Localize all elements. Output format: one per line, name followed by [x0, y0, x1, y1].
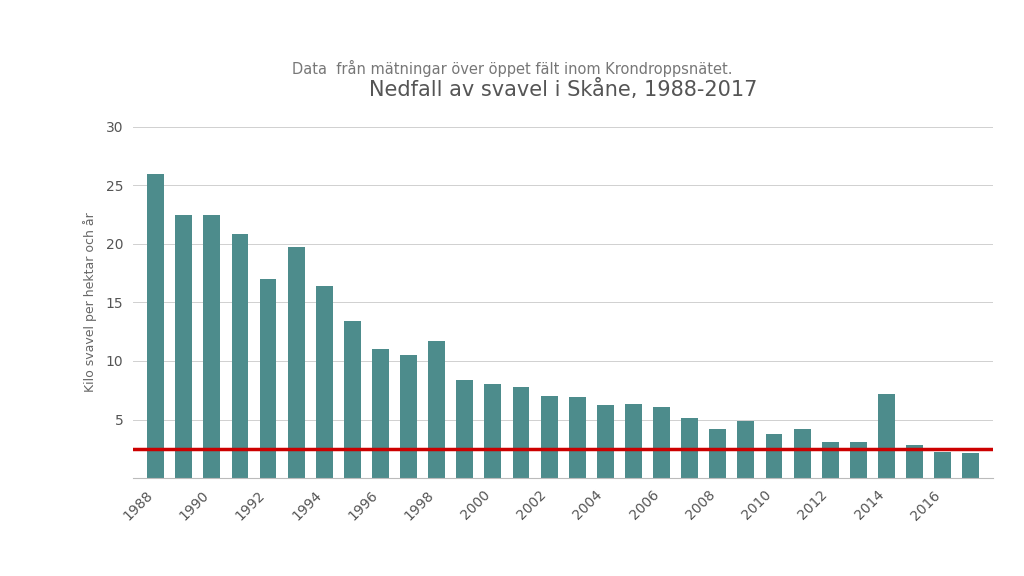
Bar — [934, 452, 951, 478]
Bar — [513, 386, 529, 478]
Bar — [597, 406, 613, 478]
Bar — [204, 215, 220, 478]
Bar — [175, 215, 193, 478]
Bar — [766, 434, 782, 478]
Bar — [794, 429, 811, 478]
Bar — [288, 247, 304, 478]
Text: Data  från mätningar över öppet fält inom Krondroppsnätet.: Data från mätningar över öppet fält inom… — [292, 60, 732, 78]
Bar — [568, 397, 586, 478]
Bar — [710, 429, 726, 478]
Bar — [822, 442, 839, 478]
Bar — [625, 404, 642, 478]
Bar — [428, 341, 445, 478]
Bar — [457, 380, 473, 478]
Bar — [906, 445, 923, 478]
Bar — [653, 407, 670, 478]
Y-axis label: Kilo svavel per hektar och år: Kilo svavel per hektar och år — [84, 213, 97, 392]
Bar — [850, 442, 866, 478]
Bar — [400, 355, 417, 478]
Bar — [231, 234, 249, 478]
Bar — [147, 173, 164, 478]
Bar — [260, 279, 276, 478]
Bar — [484, 384, 502, 478]
Bar — [372, 349, 389, 478]
Bar — [878, 394, 895, 478]
Bar — [344, 321, 360, 478]
Bar — [681, 418, 698, 478]
Bar — [737, 420, 755, 478]
Title: Nedfall av svavel i Skåne, 1988-2017: Nedfall av svavel i Skåne, 1988-2017 — [369, 79, 758, 100]
Bar — [963, 453, 979, 478]
Bar — [315, 286, 333, 478]
Bar — [541, 396, 558, 478]
